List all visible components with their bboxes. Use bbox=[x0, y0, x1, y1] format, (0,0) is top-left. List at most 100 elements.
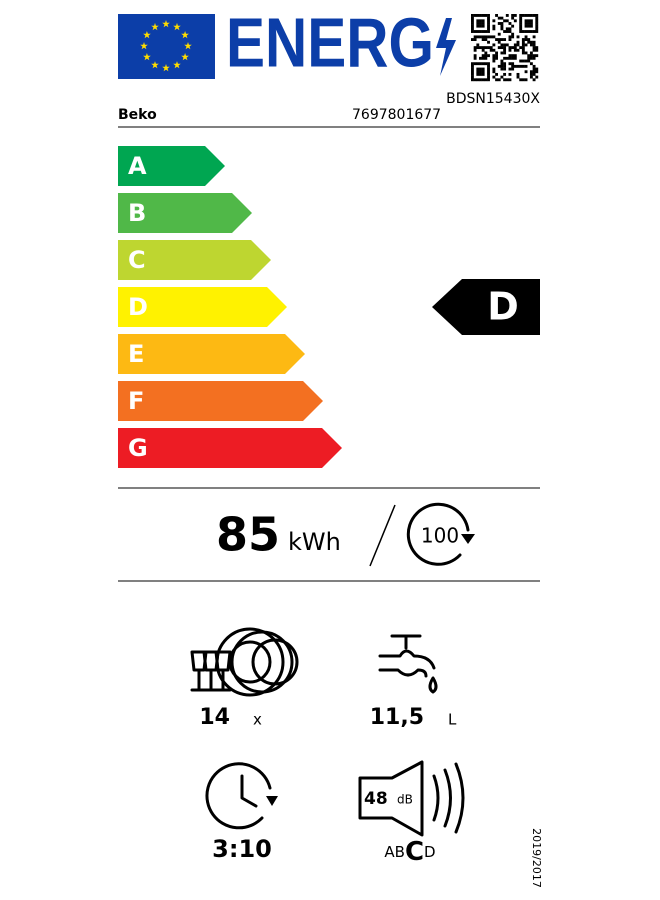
qr-module bbox=[511, 62, 515, 66]
qr-module bbox=[492, 35, 496, 39]
qr-module bbox=[495, 14, 498, 17]
qr-module bbox=[476, 14, 480, 17]
qr-module bbox=[519, 14, 523, 17]
qr-module bbox=[495, 38, 498, 41]
qr-module bbox=[503, 62, 507, 66]
qr-module bbox=[489, 46, 493, 50]
qr-module bbox=[524, 59, 528, 63]
qr-module bbox=[471, 75, 474, 79]
qr-module bbox=[521, 78, 525, 82]
qr-module bbox=[495, 56, 498, 60]
qr-module bbox=[505, 27, 509, 31]
qr-module bbox=[532, 46, 536, 50]
qr-module bbox=[484, 56, 488, 60]
qr-module bbox=[497, 46, 501, 50]
qr-module bbox=[535, 30, 539, 33]
class-bar bbox=[118, 334, 305, 374]
rating-arrow bbox=[432, 279, 540, 335]
qr-module bbox=[519, 46, 523, 50]
qr-module bbox=[516, 35, 520, 39]
qr-module bbox=[527, 22, 531, 25]
qr-module bbox=[508, 78, 512, 82]
qr-module bbox=[519, 64, 523, 68]
qr-module bbox=[511, 16, 515, 20]
qr-module bbox=[500, 62, 504, 66]
qr-module bbox=[527, 38, 531, 41]
qr-module bbox=[471, 38, 474, 41]
star bbox=[151, 22, 159, 31]
qr-module bbox=[508, 62, 512, 66]
qr-module bbox=[508, 67, 512, 71]
qr-module bbox=[511, 46, 515, 50]
qr-module bbox=[481, 14, 485, 17]
qr-module bbox=[484, 51, 488, 55]
qr-module bbox=[524, 64, 528, 68]
qr-module bbox=[524, 70, 528, 74]
qr-module bbox=[524, 24, 528, 28]
qr-module bbox=[521, 46, 525, 50]
qr-module bbox=[497, 40, 501, 44]
noise-unit: dB bbox=[397, 793, 413, 807]
qr-module bbox=[503, 51, 507, 55]
qr-module bbox=[473, 38, 477, 41]
qr-module bbox=[529, 30, 533, 33]
class-bar bbox=[118, 381, 323, 421]
qr-module bbox=[497, 38, 501, 41]
qr-module bbox=[521, 40, 525, 44]
qr-module bbox=[476, 22, 480, 25]
class-bar bbox=[118, 428, 342, 468]
qr-module bbox=[529, 54, 533, 58]
qr-module bbox=[508, 30, 512, 33]
qr-module bbox=[476, 24, 480, 28]
qr-module bbox=[481, 67, 485, 71]
qr-module bbox=[508, 72, 512, 76]
qr-module bbox=[500, 16, 504, 20]
qr-module bbox=[495, 78, 498, 82]
qr-module bbox=[479, 78, 482, 82]
qr-module bbox=[487, 22, 490, 25]
qr-module bbox=[497, 78, 501, 82]
duration-value: 3:10 bbox=[212, 835, 272, 863]
star bbox=[143, 31, 151, 39]
qr-module bbox=[527, 24, 531, 28]
qr-module bbox=[473, 56, 477, 60]
class-bar bbox=[118, 193, 252, 233]
qr-module bbox=[492, 54, 496, 58]
qr-module bbox=[505, 56, 509, 60]
noise-class: A bbox=[384, 843, 395, 861]
qr-module bbox=[473, 46, 477, 50]
qr-module bbox=[487, 46, 490, 50]
qr-module bbox=[479, 19, 482, 23]
qr-module bbox=[473, 54, 477, 58]
qr-module bbox=[508, 56, 512, 60]
qr-module bbox=[532, 78, 536, 82]
qr-module bbox=[471, 27, 474, 31]
qr-module bbox=[511, 32, 515, 36]
qr-module bbox=[511, 35, 515, 39]
qr-module bbox=[516, 48, 520, 52]
qr-module bbox=[535, 75, 539, 79]
qr-module bbox=[471, 19, 474, 23]
qr-module bbox=[500, 46, 504, 50]
qr-module bbox=[473, 62, 477, 66]
qr-module bbox=[473, 35, 477, 39]
qr-module bbox=[476, 46, 480, 50]
qr-module bbox=[521, 64, 525, 68]
qr-module bbox=[471, 78, 474, 82]
qr-module bbox=[500, 38, 504, 41]
qr-module bbox=[521, 30, 525, 33]
qr-module bbox=[492, 67, 496, 71]
qr-module bbox=[521, 59, 525, 63]
qr-module bbox=[471, 22, 474, 25]
energy-value: 85 bbox=[216, 508, 280, 562]
noise-value: 48 bbox=[364, 789, 388, 809]
qr-module bbox=[527, 54, 531, 58]
qr-module bbox=[532, 54, 536, 58]
qr-module bbox=[497, 32, 501, 36]
class-label: E bbox=[128, 340, 144, 368]
qr-module bbox=[535, 46, 539, 50]
cycles: 100 bbox=[421, 524, 459, 548]
qr-module bbox=[505, 14, 509, 17]
